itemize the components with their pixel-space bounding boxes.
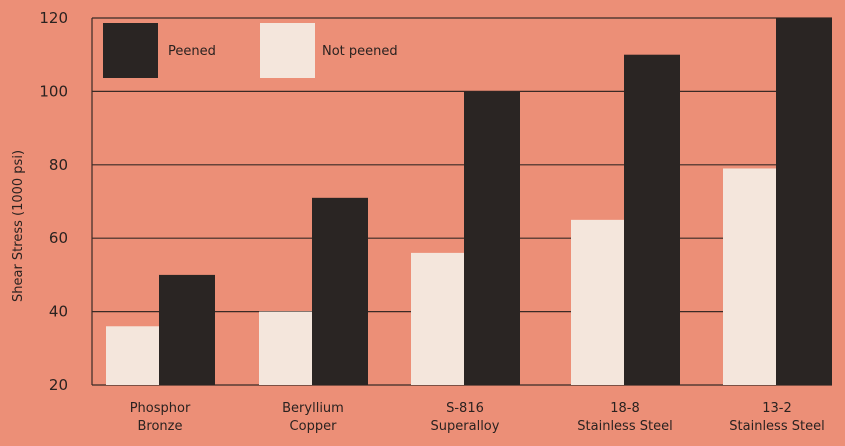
x-axis: Phosphor Bronze Beryllium Copper S-816 Supera… bbox=[130, 401, 825, 434]
y-tick-label: 60 bbox=[49, 229, 68, 247]
bar-not-peened bbox=[571, 219, 625, 385]
bar-peened bbox=[776, 18, 832, 385]
legend-swatch-not-peened bbox=[260, 23, 315, 78]
bars bbox=[106, 18, 832, 386]
x-tick-label: Copper bbox=[290, 419, 338, 434]
x-tick-label: Phosphor bbox=[130, 401, 191, 416]
bar-peened bbox=[159, 274, 215, 385]
x-tick-label: S-816 bbox=[446, 401, 484, 416]
x-tick-label: Stainless Steel bbox=[577, 419, 672, 434]
bar-peened bbox=[624, 54, 680, 385]
bar-not-peened bbox=[411, 252, 465, 385]
x-tick-label: 13-2 bbox=[762, 401, 792, 416]
legend-label-peened: Peened bbox=[168, 44, 216, 59]
legend: Peened Not peened bbox=[103, 23, 398, 78]
legend-swatch-peened bbox=[103, 23, 158, 78]
bar-peened bbox=[464, 91, 520, 386]
legend-label-not-peened: Not peened bbox=[322, 44, 398, 59]
bar-not-peened bbox=[106, 326, 160, 385]
bar-not-peened bbox=[259, 311, 313, 385]
x-tick-label: Bronze bbox=[138, 419, 183, 434]
y-tick-label: 40 bbox=[49, 303, 68, 321]
x-tick-label: Stainless Steel bbox=[729, 419, 824, 434]
bar-peened bbox=[312, 197, 368, 385]
y-axis: 20 40 60 80 100 120 bbox=[39, 9, 93, 394]
y-tick-label: 20 bbox=[49, 376, 68, 394]
bar-not-peened bbox=[723, 168, 777, 385]
y-tick-label: 80 bbox=[49, 156, 68, 174]
x-tick-label: 18-8 bbox=[610, 401, 640, 416]
y-tick-label: 100 bbox=[39, 82, 68, 100]
y-axis-title: Shear Stress (1000 psi) bbox=[11, 150, 26, 302]
x-tick-label: Beryllium bbox=[282, 401, 344, 416]
y-tick-label: 120 bbox=[39, 9, 68, 27]
x-tick-label: Superalloy bbox=[431, 419, 500, 434]
